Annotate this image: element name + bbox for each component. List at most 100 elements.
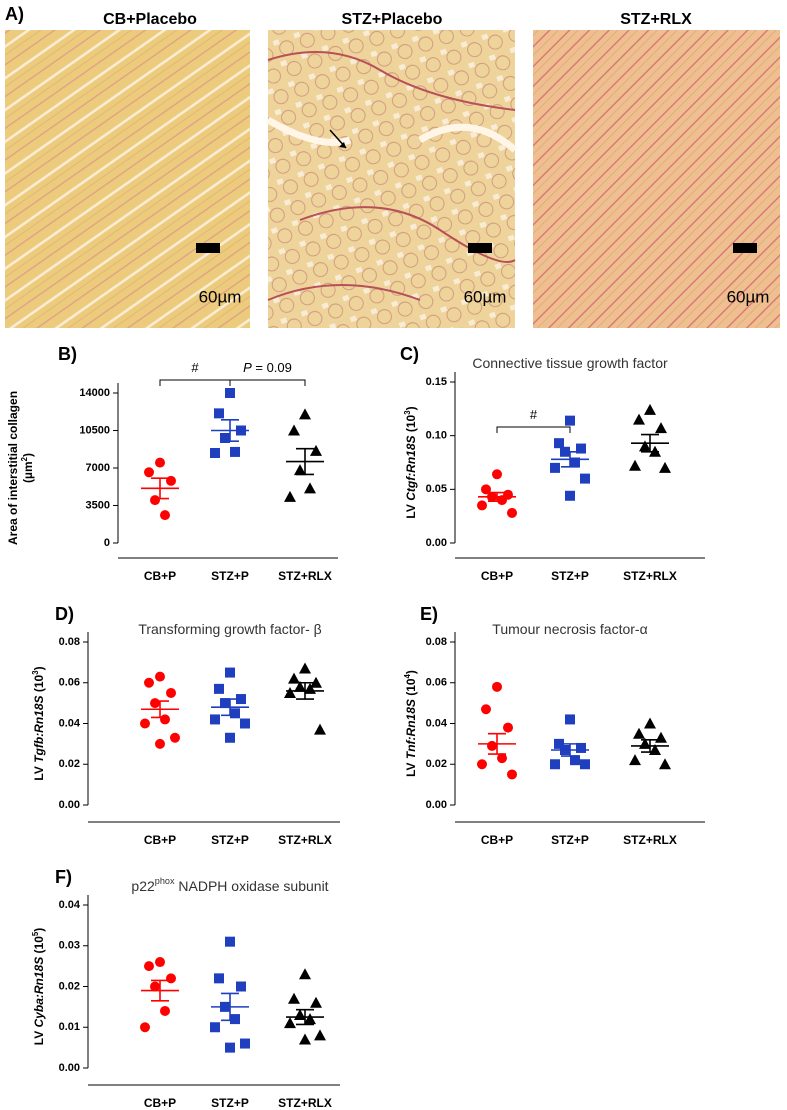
point [150,495,160,506]
point [225,732,235,743]
bracket [159,379,231,386]
text-part: (10 [32,936,46,957]
point [284,686,296,698]
y-axis-label: LV Cyba:Rn18S (105) [31,928,47,1046]
y-tick-label: 0.01 [59,1021,80,1033]
text-part: LV [404,501,418,519]
point [166,973,176,984]
point [477,500,487,511]
point [580,759,590,770]
point [210,448,220,458]
point [310,444,322,456]
point [507,507,517,518]
bracket [229,379,306,386]
x-tick-label: CB+P [481,569,513,583]
point [487,740,497,751]
point [160,714,170,725]
bracket-label: # [530,407,538,422]
point [477,759,487,770]
point [240,1038,250,1049]
point [497,753,507,764]
x-tick-label: STZ+RLX [623,569,677,583]
y-axis-label: Area of interstitial collagen [6,391,20,545]
point [576,742,586,753]
point [144,677,154,688]
chart-title: Transforming growth factor- β [138,621,321,637]
point [492,469,502,480]
y-axis-label: (µm2) [20,453,36,483]
point [236,981,246,992]
point [565,415,575,426]
point [288,424,300,436]
text-part: phox [155,876,175,886]
chart-title: Connective tissue growth factor [472,355,668,371]
point [170,732,180,743]
y-tick-label: 0.02 [59,980,80,992]
point [225,388,235,398]
text-part: P [243,360,252,375]
point [166,687,176,698]
point [304,1013,316,1025]
y-tick-label: 0.05 [426,483,447,495]
point [644,717,656,729]
y-tick-label: 0.06 [426,677,447,689]
point [225,1042,235,1053]
x-tick-label: STZ+P [211,1096,249,1110]
text-part: (µm [21,461,35,483]
y-tick-label: 0.02 [426,758,447,770]
micrograph [5,30,250,328]
point [550,462,560,473]
point [659,758,671,770]
point [299,408,311,420]
point [629,754,641,766]
text-part: LV [32,763,46,781]
bracket [496,426,571,433]
y-tick-label: 0.02 [59,758,80,770]
point [140,718,150,729]
point [294,464,306,476]
y-tick-label: 0.00 [426,537,447,549]
point [659,461,671,473]
text-part: Tnf:Rn18S [404,699,418,759]
y-tick-label: 0 [104,537,110,549]
y-tick-label: 3500 [86,499,110,511]
y-tick-label: 0.00 [59,1062,80,1074]
text-part: Transforming growth factor- β [138,621,321,637]
chart-title: Tumour necrosis factor-α [492,621,647,637]
y-tick-label: 7000 [86,462,110,474]
text-part: NADPH oxidase subunit [175,878,329,894]
y-tick-label: 0.00 [59,799,80,811]
text-part: LV [32,1027,46,1045]
arrow-head [339,142,346,148]
text-part: LV [404,759,418,777]
text-part: # [191,360,199,375]
text-part: 3 [31,670,40,675]
panel-label: D) [55,604,74,624]
x-tick-label: STZ+P [211,833,249,847]
point [150,698,160,709]
point [554,738,564,749]
micrograph [533,30,780,328]
point [214,973,224,984]
text-part: ) [404,670,418,674]
point [655,422,667,434]
y-tick-label: 0.10 [426,430,447,442]
micrograph [268,30,515,328]
text-part: Connective tissue growth factor [472,355,668,371]
point [503,722,513,733]
bracket-label: P = 0.09 [243,360,292,375]
micrograph-title: STZ+RLX [620,11,692,28]
point [160,510,170,521]
point [310,676,322,688]
panel-label: F) [55,867,72,887]
point [633,413,645,425]
text-part: ) [32,928,46,932]
text-part: 4 [403,673,412,678]
point [314,723,326,735]
text-part: (10 [404,414,418,435]
point [644,403,656,415]
text-part: ) [21,453,35,457]
x-tick-label: STZ+P [551,569,589,583]
y-tick-label: 0.03 [59,940,80,952]
x-tick-label: CB+P [144,833,176,847]
